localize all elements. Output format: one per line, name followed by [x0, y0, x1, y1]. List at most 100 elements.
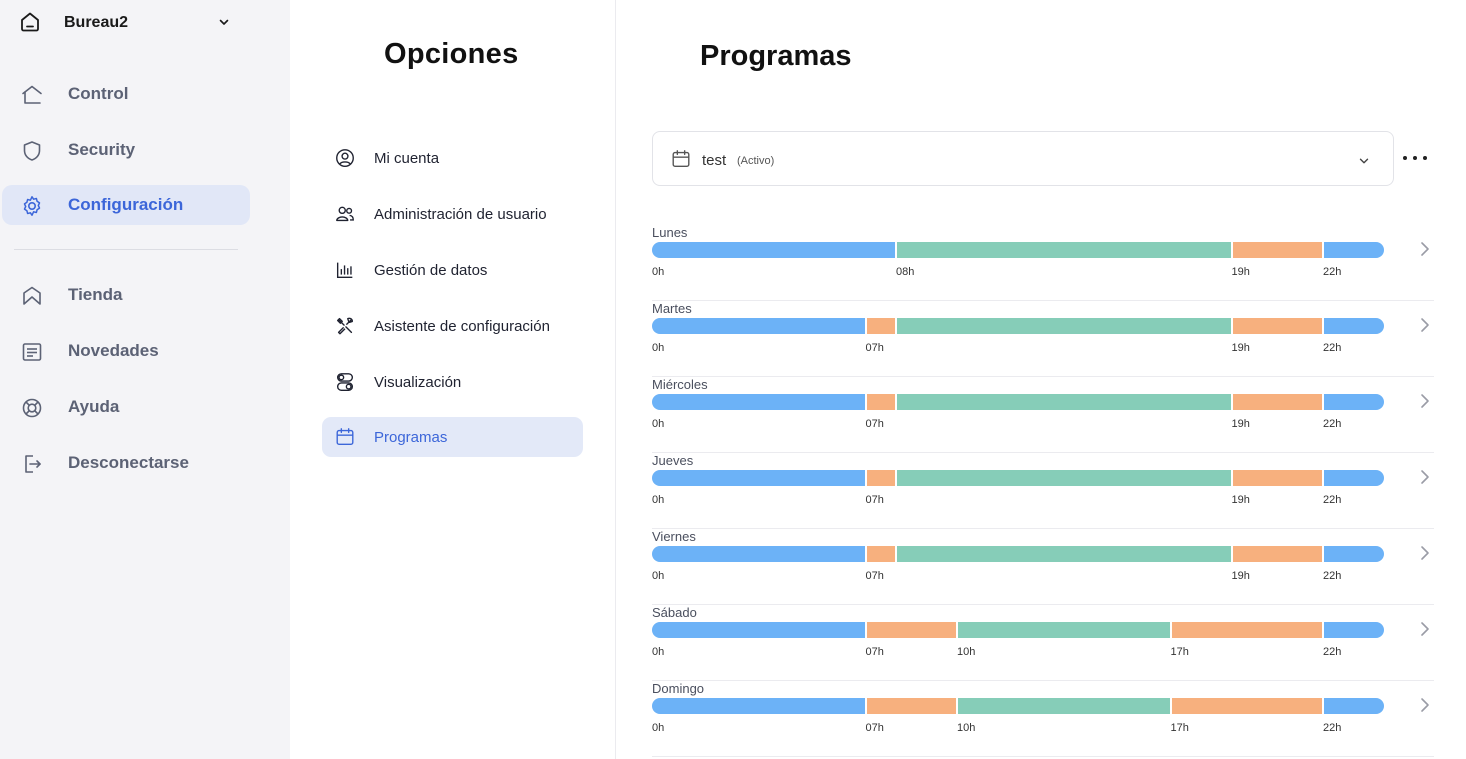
- more-options-button[interactable]: [1403, 150, 1427, 166]
- hour-tick-label: 07h: [865, 418, 884, 430]
- schedule-segment: [652, 394, 865, 410]
- option-label: Visualización: [374, 373, 462, 391]
- schedule-segment: [1232, 242, 1322, 258]
- toggles-icon: [336, 373, 354, 391]
- hour-tick-label: 0h: [652, 646, 665, 658]
- logout-icon: [25, 455, 41, 473]
- option-label: Programas: [374, 428, 448, 446]
- hour-tick-label: 17h: [1170, 722, 1189, 734]
- hour-tick-label: 19h: [1231, 418, 1250, 430]
- program-select[interactable]: test (Activo): [652, 131, 1394, 186]
- hour-tick-label: 0h: [652, 722, 665, 734]
- sidebar-item-novedades[interactable]: Novedades: [2, 331, 250, 371]
- sidebar-item-label: Control: [68, 84, 129, 103]
- schedule-segment: [652, 546, 865, 562]
- schedule-segment: [897, 318, 1231, 334]
- option-gestion-datos[interactable]: Gestión de datos: [322, 250, 583, 290]
- schedule-segment: [652, 698, 865, 714]
- hour-tick-label: 08h: [896, 266, 915, 278]
- day-row[interactable]: Viernes 0h 07h 19h 22h: [652, 529, 1434, 605]
- shop-icon: [23, 286, 41, 305]
- dot-icon: [1423, 156, 1427, 160]
- users-icon: [336, 206, 354, 222]
- schedule-segment: [897, 394, 1231, 410]
- day-name: Domingo: [652, 681, 705, 696]
- sidebar-item-tienda[interactable]: Tienda: [2, 275, 250, 315]
- option-mi-cuenta[interactable]: Mi cuenta: [322, 138, 583, 178]
- program-state: (Activo): [737, 155, 775, 167]
- program-name: test: [702, 152, 727, 169]
- schedule-bar[interactable]: [652, 698, 1384, 714]
- day-row[interactable]: Jueves 0h 07h 19h 22h: [652, 453, 1434, 529]
- schedule-segment: [1324, 470, 1384, 486]
- hour-tick-label: 22h: [1323, 266, 1342, 278]
- day-name: Viernes: [652, 529, 696, 544]
- option-programas[interactable]: Programas: [322, 417, 583, 457]
- schedule-segment: [1171, 698, 1322, 714]
- sidebar: Bureau2 Control Security Configuración T…: [0, 0, 290, 759]
- schedule-segment: [866, 470, 895, 486]
- sidebar-item-label: Tienda: [68, 285, 123, 304]
- schedule-bar[interactable]: [652, 470, 1384, 486]
- schedule-bar[interactable]: [652, 394, 1384, 410]
- chevron-right-icon[interactable]: [1418, 621, 1432, 637]
- hour-tick-label: 10h: [957, 646, 976, 658]
- home-selector[interactable]: Bureau2: [16, 8, 236, 38]
- chevron-right-icon[interactable]: [1418, 545, 1432, 561]
- house-outline-icon: [22, 85, 42, 104]
- chevron-down-icon[interactable]: [216, 14, 232, 30]
- option-label: Administración de usuario: [374, 205, 547, 223]
- schedule-segment: [652, 622, 865, 638]
- sidebar-item-control[interactable]: Control: [2, 74, 250, 114]
- schedule-segment: [1324, 622, 1384, 638]
- calendar-icon: [336, 428, 354, 446]
- hour-tick-label: 0h: [652, 342, 665, 354]
- day-row[interactable]: Martes 0h 07h 19h 22h: [652, 301, 1434, 377]
- day-row[interactable]: Miércoles 0h 07h 19h 22h: [652, 377, 1434, 453]
- schedule-segment: [866, 622, 956, 638]
- hour-tick-label: 07h: [865, 722, 884, 734]
- hour-tick-label: 19h: [1231, 266, 1250, 278]
- hour-tick-label: 22h: [1323, 342, 1342, 354]
- sidebar-item-configuracion[interactable]: Configuración: [2, 185, 250, 225]
- option-administracion-usuario[interactable]: Administración de usuario: [322, 194, 583, 234]
- schedule-segment: [652, 318, 865, 334]
- day-row[interactable]: Lunes 0h 08h 19h 22h: [652, 225, 1434, 301]
- schedule-bar[interactable]: [652, 242, 1384, 258]
- sidebar-item-label: Desconectarse: [68, 453, 189, 472]
- sidebar-divider: [14, 249, 238, 250]
- sidebar-item-label: Configuración: [68, 195, 184, 214]
- schedule-segment: [1232, 318, 1322, 334]
- day-row[interactable]: Domingo 0h 07h 10h 17h 22h: [652, 681, 1434, 757]
- chevron-right-icon[interactable]: [1418, 317, 1432, 333]
- schedule-segment: [1171, 622, 1322, 638]
- schedule-bar[interactable]: [652, 622, 1384, 638]
- hour-tick-label: 22h: [1323, 646, 1342, 658]
- schedule-bar[interactable]: [652, 546, 1384, 562]
- hour-tick-label: 0h: [652, 266, 665, 278]
- option-label: Asistente de configuración: [374, 317, 550, 335]
- options-title: Opciones: [384, 38, 519, 70]
- hour-tick-label: 19h: [1231, 494, 1250, 506]
- option-visualizacion[interactable]: Visualización: [322, 362, 583, 402]
- day-name: Sábado: [652, 605, 697, 620]
- day-name: Lunes: [652, 225, 688, 240]
- sidebar-item-label: Novedades: [68, 341, 159, 360]
- hour-tick-label: 17h: [1170, 646, 1189, 658]
- options-panel: Opciones Mi cuenta Administración de usu…: [290, 0, 616, 759]
- hour-tick-label: 0h: [652, 570, 665, 582]
- chevron-right-icon[interactable]: [1418, 469, 1432, 485]
- sidebar-item-desconectarse[interactable]: Desconectarse: [2, 443, 250, 483]
- chevron-right-icon[interactable]: [1418, 393, 1432, 409]
- schedule-segment: [1324, 546, 1384, 562]
- schedule-segment: [866, 546, 895, 562]
- chevron-right-icon[interactable]: [1418, 241, 1432, 257]
- dot-icon: [1413, 156, 1417, 160]
- tools-icon: [336, 317, 354, 335]
- day-row[interactable]: Sábado 0h 07h 10h 17h 22h: [652, 605, 1434, 681]
- sidebar-item-ayuda[interactable]: Ayuda: [2, 387, 250, 427]
- chevron-right-icon[interactable]: [1418, 697, 1432, 713]
- schedule-bar[interactable]: [652, 318, 1384, 334]
- sidebar-item-security[interactable]: Security: [2, 130, 250, 170]
- option-asistente-configuracion[interactable]: Asistente de configuración: [322, 306, 583, 346]
